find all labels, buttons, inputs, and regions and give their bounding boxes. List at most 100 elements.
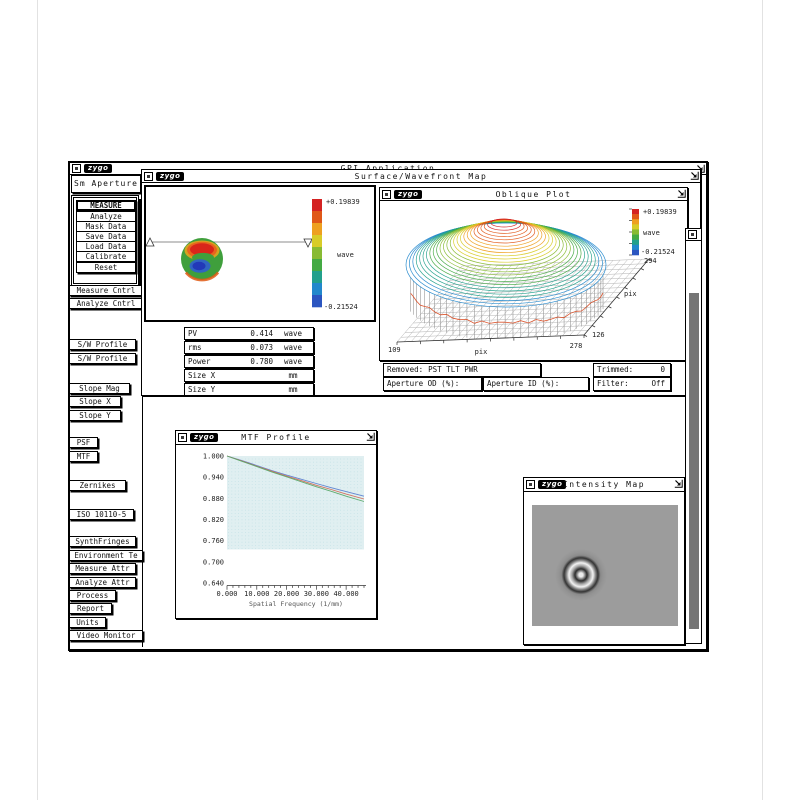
result-label: Size Y <box>188 385 216 394</box>
resize-corner-icon[interactable] <box>674 479 683 488</box>
slope-x-button[interactable]: Slope X <box>69 396 121 407</box>
report-button[interactable]: Report <box>69 603 112 614</box>
sidebar-panel-label: Sm Aperture <box>71 175 141 193</box>
zygo-logo: zygo <box>156 171 185 181</box>
mtf-profile-window: zygo MTF Profile 1.000 0.940 0.880 0.820 0.7… <box>175 430 377 619</box>
mtf-profile-titlebar[interactable]: zygo MTF Profile <box>176 431 376 445</box>
page-edge-left <box>37 0 38 800</box>
aperture-od-value <box>459 378 481 390</box>
resize-corner-icon[interactable] <box>677 189 686 198</box>
units-button[interactable]: Units <box>69 617 106 628</box>
result-row-rms: rms 0.073 wave <box>184 341 314 354</box>
result-value: 0.073 <box>250 343 273 352</box>
resize-corner-icon[interactable] <box>366 432 375 441</box>
result-label: Size X <box>188 371 216 380</box>
measure-attr-button[interactable]: Measure Attr <box>69 563 136 574</box>
resize-corner-icon[interactable] <box>690 171 699 180</box>
zygo-logo: zygo <box>538 480 567 489</box>
result-unit: wave <box>283 343 303 352</box>
intensity-camera-image <box>532 505 678 626</box>
svg-text:0.700: 0.700 <box>203 558 224 566</box>
aperture-id-value <box>559 378 588 390</box>
result-label: rms <box>188 343 202 352</box>
window-menu-icon[interactable] <box>688 230 697 239</box>
measure-button[interactable]: MEASURE <box>76 200 136 211</box>
aperture-od-label: Aperture OD (%): <box>387 379 460 388</box>
trimmed-attribute-box[interactable]: Trimmed: 0 <box>593 363 671 377</box>
oblique-3d-surface-plot: 109 pix 278 126 pix 294 +0.19839 wave -0.21524 <box>388 208 677 356</box>
synthfringes-button[interactable]: SynthFringes <box>69 536 136 547</box>
svg-text:-0.21524: -0.21524 <box>324 303 358 311</box>
svg-text:Spatial Frequency (1/mm): Spatial Frequency (1/mm) <box>249 600 343 608</box>
slope-mag-button[interactable]: Slope Mag <box>69 383 130 394</box>
slope-y-button[interactable]: Slope Y <box>69 410 121 421</box>
sw-profile-button-1[interactable]: S/W Profile <box>69 339 136 350</box>
aperture-id-label: Aperture ID (%): <box>487 379 560 388</box>
oblique-plot-titlebar[interactable]: zygo Oblique Plot <box>380 188 687 201</box>
intensity-map-titlebar[interactable]: zygo Intensity Map <box>524 478 684 492</box>
oblique-plot-title: Oblique Plot <box>495 189 572 199</box>
zygo-logo: zygo <box>394 189 423 199</box>
interference-fringe-bullseye <box>553 548 609 604</box>
svg-text:0.640: 0.640 <box>203 580 224 588</box>
reset-button[interactable]: Reset <box>76 262 136 273</box>
removed-attribute-box[interactable]: Removed: PST TLT PWR <box>383 363 541 377</box>
analyze-attr-button[interactable]: Analyze Attr <box>69 577 136 588</box>
svg-text:0.880: 0.880 <box>203 495 224 503</box>
svg-text:-0.21524: -0.21524 <box>641 248 675 256</box>
result-unit: mm <box>288 371 298 380</box>
page-edge-right <box>762 0 763 800</box>
filter-value: Off <box>651 379 665 388</box>
svg-text:0.000: 0.000 <box>216 590 237 598</box>
result-value <box>238 370 273 381</box>
filter-attribute-box[interactable]: Filter: Off <box>593 377 671 391</box>
result-unit: wave <box>283 329 303 338</box>
trimmed-label: Trimmed: <box>597 365 634 374</box>
mtf-line-chart: 1.000 0.940 0.880 0.820 0.760 0.700 0.640 0.000… <box>203 453 366 608</box>
psf-button[interactable]: PSF <box>69 437 98 448</box>
background-window-titlebar[interactable] <box>686 229 701 241</box>
vertical-scrollbar[interactable] <box>689 293 699 629</box>
calibrate-button[interactable]: Calibrate <box>76 251 136 262</box>
wavefront-map-display: +0.19839 wave -0.21524 <box>144 185 376 322</box>
environment-button[interactable]: Environment Te <box>69 550 143 561</box>
measure-cntrl-button[interactable]: Measure Cntrl <box>69 285 143 296</box>
svg-text:278: 278 <box>570 342 583 350</box>
svg-text:wave: wave <box>643 229 660 237</box>
result-value <box>238 384 273 395</box>
mtf-button[interactable]: MTF <box>69 451 98 462</box>
surface-map-titlebar[interactable]: zygo Surface/Wavefront Map <box>142 170 700 183</box>
removed-label: Removed: <box>387 365 424 374</box>
window-menu-icon[interactable] <box>526 480 535 489</box>
window-menu-icon[interactable] <box>178 433 187 442</box>
zygo-logo: zygo <box>84 164 113 173</box>
svg-text:pix: pix <box>624 290 637 298</box>
window-menu-icon[interactable] <box>144 171 153 181</box>
background-window-strip <box>685 228 702 644</box>
svg-text:126: 126 <box>592 331 605 339</box>
result-unit: wave <box>283 357 303 366</box>
result-unit: mm <box>288 385 298 394</box>
svg-text:109: 109 <box>388 346 401 354</box>
sw-profile-button-2[interactable]: S/W Profile <box>69 353 136 364</box>
aperture-id-box[interactable]: Aperture ID (%): <box>483 377 589 391</box>
wavefront-map-plot[interactable]: +0.19839 wave -0.21524 <box>145 187 370 316</box>
window-menu-icon[interactable] <box>382 189 391 199</box>
window-menu-icon[interactable] <box>72 164 81 173</box>
filter-label: Filter: <box>597 379 629 388</box>
result-label: PV <box>188 329 198 338</box>
svg-text:+0.19839: +0.19839 <box>643 208 677 216</box>
intensity-map-window: zygo Intensity Map <box>523 477 685 645</box>
aperture-od-box[interactable]: Aperture OD (%): <box>383 377 482 391</box>
result-row-pv: PV 0.414 wave <box>184 327 314 340</box>
svg-text:10.000: 10.000 <box>244 590 269 598</box>
process-button[interactable]: Process <box>69 590 116 601</box>
iso-10110-5-button[interactable]: ISO 10110-5 <box>69 509 134 520</box>
analyze-cntrl-button[interactable]: Analyze Cntrl <box>69 298 143 309</box>
svg-text:20.000: 20.000 <box>274 590 299 598</box>
zernikes-button[interactable]: Zernikes <box>69 480 126 491</box>
svg-text:1.000: 1.000 <box>203 453 224 461</box>
video-monitor-button[interactable]: Video Monitor <box>69 630 143 641</box>
result-row-power: Power 0.780 wave <box>184 355 314 368</box>
